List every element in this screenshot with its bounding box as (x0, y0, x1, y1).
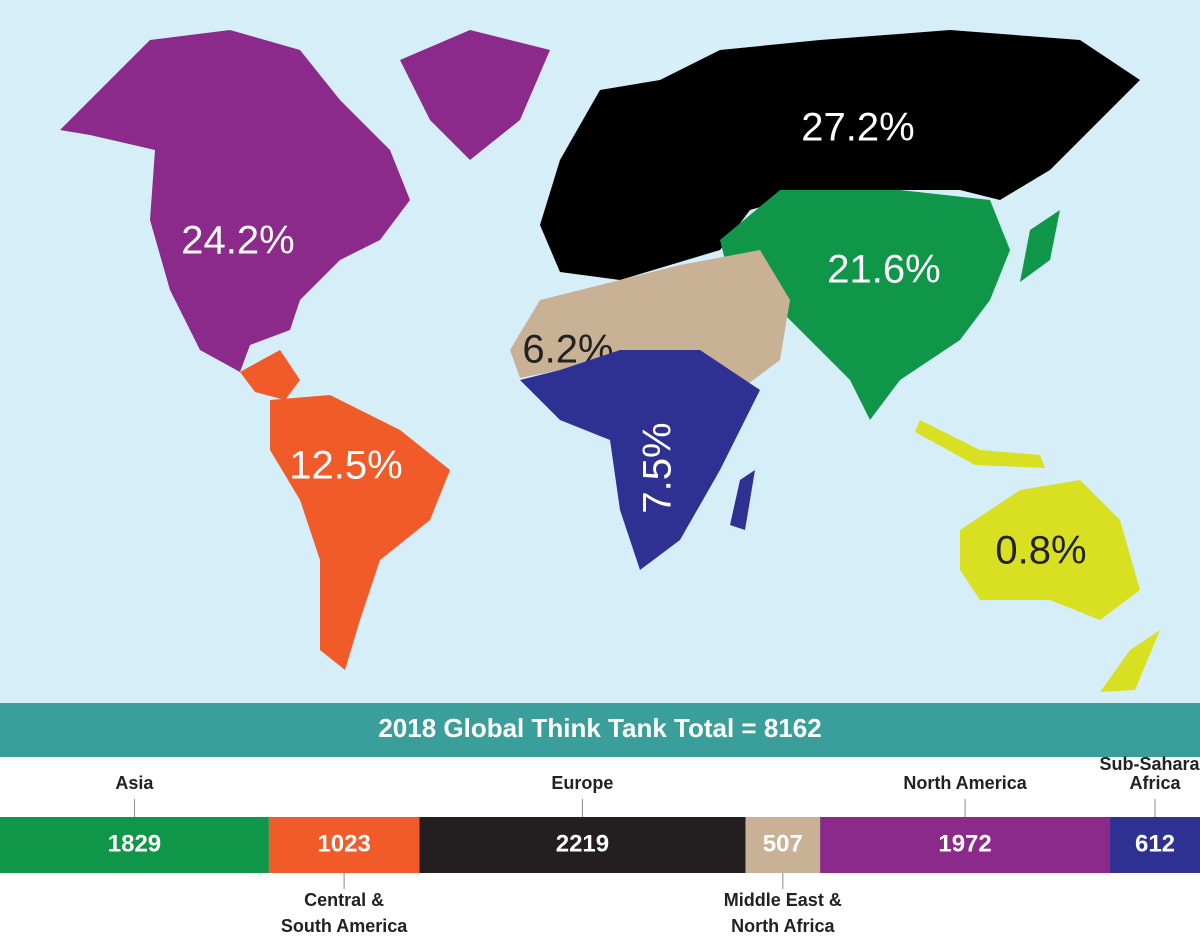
land (1100, 630, 1160, 692)
land (720, 190, 1010, 420)
region-share: 21.6% (827, 248, 940, 292)
region-share: 27.2% (801, 106, 914, 150)
land (520, 350, 760, 570)
segment-name: Sub-Saharan (1099, 754, 1200, 774)
bar-segment (1110, 817, 1200, 873)
segment-name: North Africa (731, 916, 835, 936)
title-band (0, 703, 1200, 757)
land (540, 30, 1140, 280)
segment-name: South America (281, 916, 408, 936)
land (730, 470, 755, 530)
region-share: 24.2% (181, 219, 294, 263)
segment-name: Middle East & (724, 890, 842, 910)
land (915, 420, 1045, 468)
bar-segment (745, 817, 821, 873)
segment-value: 2219 (556, 830, 609, 857)
region-share: 7.5% (636, 422, 680, 513)
land (1020, 210, 1060, 282)
land (510, 250, 790, 390)
land (960, 480, 1140, 620)
title: 2018 Global Think Tank Total = 8162 (378, 713, 821, 743)
segment-value: 507 (763, 830, 803, 857)
land (240, 350, 300, 400)
segment-name: Central & (304, 890, 384, 910)
segment-name: Africa (1129, 773, 1181, 793)
land (400, 30, 550, 160)
bar-segment (419, 817, 746, 873)
segment-value: 1829 (108, 830, 161, 857)
region-share: 12.5% (289, 444, 402, 488)
segment-value: 612 (1135, 830, 1175, 857)
segment-name: North America (903, 773, 1027, 793)
bar-segment (268, 817, 420, 873)
bar-segment (820, 817, 1111, 873)
segment-value: 1023 (317, 830, 370, 857)
land (270, 395, 450, 670)
bar-segment (0, 817, 269, 873)
land (60, 30, 410, 372)
segment-value: 1972 (938, 830, 991, 857)
segment-name: Asia (115, 773, 154, 793)
region-share: 0.8% (995, 529, 1086, 573)
segment-name: Europe (551, 773, 613, 793)
